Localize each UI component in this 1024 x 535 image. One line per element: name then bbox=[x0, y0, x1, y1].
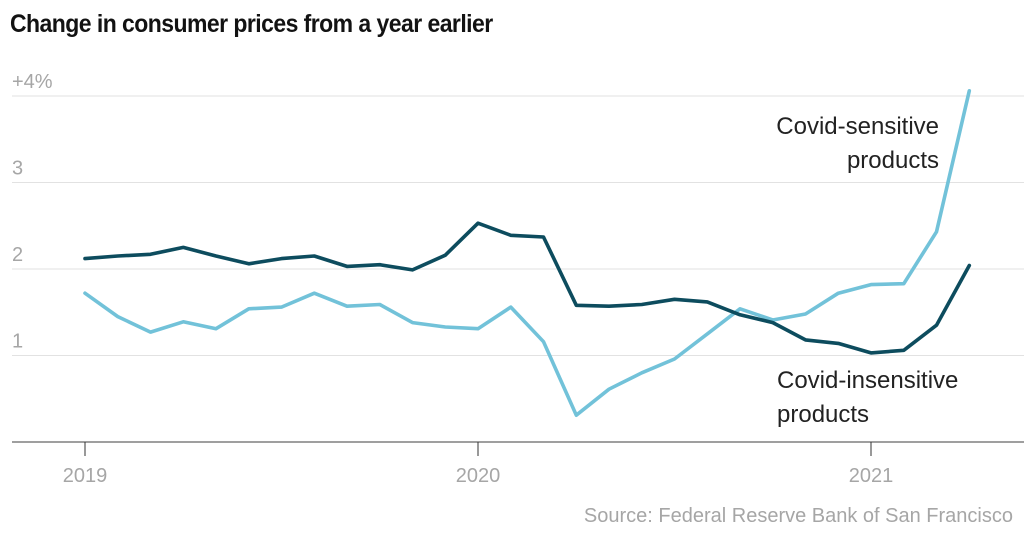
series-labels: Covid-sensitive products Covid-insensitive… bbox=[776, 113, 958, 428]
x-tick-label: 2021 bbox=[849, 465, 894, 487]
x-tick-label: 2019 bbox=[63, 465, 108, 487]
covid-sensitive-label: products bbox=[847, 147, 939, 174]
y-tick-label: 2 bbox=[12, 244, 23, 266]
chart-title: Change in consumer prices from a year ea… bbox=[10, 10, 493, 38]
y-tick-label: 1 bbox=[12, 331, 23, 353]
covid-insensitive-line bbox=[83, 221, 972, 355]
y-tick-label: 3 bbox=[12, 158, 23, 180]
covid-insensitive-label: Covid-insensitive bbox=[777, 367, 958, 394]
covid-insensitive-label: products bbox=[777, 401, 869, 428]
covid-sensitive-line bbox=[83, 89, 972, 418]
series-lines bbox=[83, 89, 972, 418]
source-note: Source: Federal Reserve Bank of San Fran… bbox=[584, 505, 1013, 527]
gridlines bbox=[12, 95, 1024, 356]
covid-sensitive-label: Covid-sensitive bbox=[776, 113, 939, 140]
y-tick-label: +4% bbox=[12, 71, 53, 93]
x-axis: 2019 2020 2021 bbox=[12, 441, 1024, 487]
y-axis-ticks: +4% 3 2 1 bbox=[12, 71, 53, 353]
x-tick-label: 2020 bbox=[456, 465, 501, 487]
